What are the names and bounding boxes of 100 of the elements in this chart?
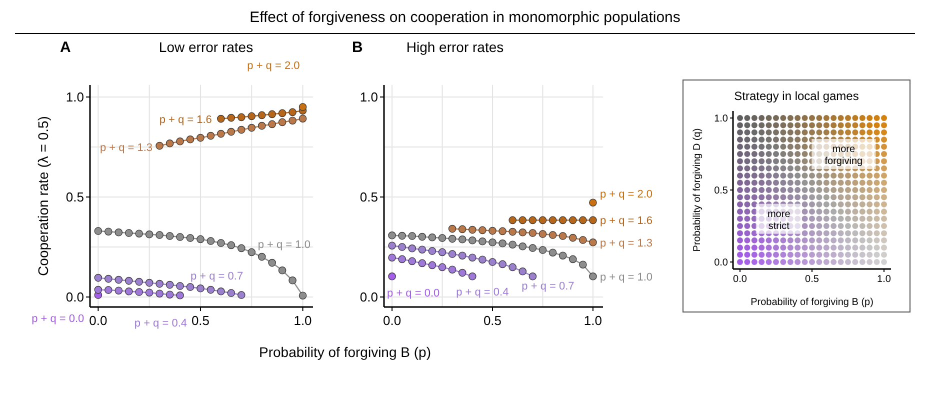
series-label: p + q = 0.4 [134, 317, 188, 330]
point [398, 232, 406, 240]
point [438, 234, 446, 242]
x-tick-label: 0.5 [191, 313, 210, 328]
point [528, 272, 537, 280]
point [156, 280, 164, 288]
point [156, 290, 164, 298]
point [438, 263, 446, 272]
text: Effect of forgiveness on cooperation in monomorphic populations [250, 9, 680, 26]
point [418, 246, 426, 254]
text: 0.0 [714, 258, 728, 268]
series-label: p + q = 2.0 [600, 188, 653, 201]
point [418, 259, 426, 268]
text: 1.0 [877, 274, 892, 285]
point [248, 112, 256, 120]
point [206, 286, 215, 294]
point [579, 236, 587, 244]
point [227, 241, 236, 250]
point [528, 244, 537, 252]
point [518, 216, 527, 224]
series-label: p + q = 1.0 [600, 271, 653, 284]
point [448, 234, 456, 243]
point [104, 228, 112, 236]
series-label: p + q = 0.7 [522, 280, 574, 292]
point [135, 288, 143, 296]
point [278, 109, 286, 118]
point [227, 128, 236, 136]
point [448, 224, 456, 233]
text: 0.5 [805, 274, 820, 285]
point [579, 260, 587, 268]
y-tick-label: 1.0 [360, 90, 378, 105]
point [448, 250, 456, 258]
point [428, 247, 436, 255]
series-label: p + q = 0.0 [32, 313, 84, 325]
point [268, 120, 276, 128]
point [448, 266, 456, 274]
point [166, 232, 174, 240]
point [498, 240, 506, 248]
point [298, 103, 307, 111]
point [278, 118, 286, 126]
point [408, 244, 416, 252]
point [398, 243, 406, 251]
point [176, 233, 184, 241]
point [458, 252, 466, 260]
series-label: p + q = 0.7 [190, 270, 244, 282]
point [408, 257, 416, 266]
text: more forgiving [824, 144, 863, 167]
x-tick-label: 0.0 [383, 313, 402, 328]
x-tick-label: 0.5 [483, 313, 502, 328]
series-label: p + q = 1.3 [100, 142, 153, 154]
point [488, 258, 496, 266]
point [478, 238, 486, 246]
point [124, 288, 133, 296]
point [518, 228, 527, 236]
point [468, 226, 476, 234]
point [135, 278, 143, 286]
point [558, 252, 567, 260]
point [538, 216, 547, 224]
point [166, 280, 174, 289]
point [589, 216, 597, 224]
point [508, 240, 516, 248]
point [498, 227, 506, 236]
point [589, 198, 597, 206]
point [498, 260, 506, 268]
point [196, 235, 204, 244]
point [217, 288, 225, 296]
chart-subtitle: Low error rates [158, 39, 254, 55]
point [418, 232, 426, 241]
point [278, 266, 286, 274]
point [268, 258, 276, 267]
point [94, 227, 102, 235]
point [558, 216, 567, 224]
point [104, 274, 112, 283]
point [206, 132, 215, 140]
point [145, 230, 154, 238]
point [114, 276, 123, 284]
point [428, 261, 436, 270]
point [538, 246, 547, 254]
point [288, 116, 296, 124]
point [508, 263, 516, 272]
point [548, 216, 557, 224]
point [114, 286, 123, 294]
point [186, 283, 194, 291]
point [458, 225, 466, 234]
point [508, 228, 516, 236]
series-label: p + q = 1.0 [258, 238, 310, 251]
point [217, 239, 225, 247]
point [408, 232, 416, 240]
point [94, 286, 102, 294]
text: B [352, 39, 363, 56]
y-tick-label: 0.5 [66, 190, 84, 205]
point [589, 272, 597, 280]
point [196, 134, 204, 142]
point [227, 289, 236, 297]
text: p + q = 2.0 [247, 60, 300, 72]
text: 0.5 [714, 186, 728, 196]
point [196, 284, 204, 292]
point [288, 276, 296, 284]
text: Probability of forgiving B (p) [750, 297, 874, 308]
point [428, 234, 436, 242]
